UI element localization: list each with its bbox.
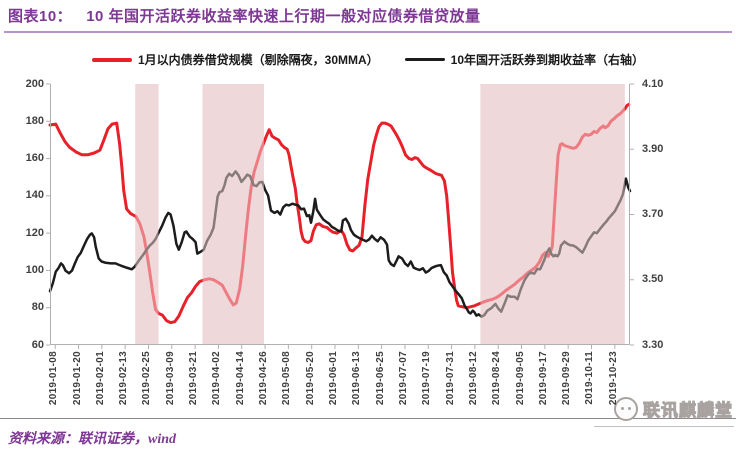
chart-plot-area [46,83,634,349]
y-axis-tick-label-left: 200 [25,77,44,90]
page-title: 图表10： 10 年国开活跃券收益率快速上行期一般对应债券借贷放量 [8,5,728,26]
footer-separator-line [0,418,736,419]
y-axis-tick-label-left: 180 [25,114,44,127]
y-axis-tick-label-right: 3.30 [642,338,664,351]
x-axis-tick-label: 2019-01-20 [71,351,83,406]
y-axis-tick-label-left: 100 [25,263,44,276]
title-underline [4,31,732,33]
chart-legend: 1月以内债券借贷规模（剔除隔夜，30MMA） 10年国开活跃券到期收益率（右轴） [0,51,736,68]
y-axis-tick-label-left: 80 [31,301,44,314]
legend-label: 10年国开活跃券到期收益率（右轴） [450,53,645,67]
x-axis-tick-label: 2019-10-23 [607,351,619,406]
x-axis-tick-label: 2019-03-09 [164,351,176,406]
x-axis-tick-label: 2019-08-24 [491,351,503,406]
legend-label: 1月以内债券借贷规模（剔除隔夜，30MMA） [137,53,379,67]
x-axis-tick-label: 2019-04-26 [258,351,270,406]
x-axis-tick-label: 2019-02-13 [118,351,130,406]
x-axis-tick-label: 2019-05-20 [304,351,316,406]
x-axis-tick-label: 2019-07-07 [397,351,409,406]
watermark-underline [594,426,734,427]
x-axis-tick-label: 2019-09-29 [561,351,573,406]
figure-title-text: 10 年国开活跃券收益率快速上行期一般对应债券借贷放量 [86,8,481,25]
x-axis-tick-label: 2019-02-01 [94,351,106,406]
legend-swatch-black-line [404,58,445,61]
legend-item-yield: 10年国开活跃券到期收益率（右轴） [404,51,645,68]
qilin-mascot-icon [614,396,638,421]
watermark-text: 联讯麒麟堂 [643,401,733,421]
legend-swatch-red-line [91,57,132,62]
y-axis-tick-label-right: 3.90 [642,142,664,155]
figure-label: 图表10： [8,8,73,25]
x-axis-tick-label: 2019-08-12 [467,351,479,406]
x-axis-tick-label: 2019-09-17 [537,351,549,406]
x-axis-tick-label: 2019-04-14 [234,351,246,406]
y-axis-tick-label-right: 3.70 [642,208,664,220]
x-axis-tick-label: 2019-05-08 [281,351,293,406]
y-axis-tick-label-left: 120 [25,226,44,239]
x-axis-tick-label: 2019-07-31 [444,351,456,406]
x-axis-tick-label: 2019-02-25 [141,351,153,406]
x-axis-tick-label: 2019-03-21 [188,351,200,406]
x-axis-tick-label: 2019-06-13 [351,351,363,406]
source-note: 资料来源：联讯证券，wind [8,432,177,447]
watermark: 联讯麒麟堂 [614,396,733,421]
shaded-region-overlay [202,84,264,345]
shaded-region-overlay [480,84,625,345]
y-axis-tick-label-right: 3.50 [642,273,664,286]
x-axis-tick-label: 2019-06-01 [328,351,339,406]
x-axis-tick-label: 2019-04-02 [211,351,223,406]
y-axis-tick-label-left: 160 [25,152,44,165]
shaded-region-overlay [135,84,159,345]
legend-item-borrowing: 1月以内债券借贷规模（剔除隔夜，30MMA） [91,51,379,68]
x-axis-tick-label: 2019-07-19 [421,351,433,406]
x-axis-tick-label: 2019-09-05 [514,351,526,406]
x-axis-tick-label: 2019-10-11 [584,351,596,405]
x-axis-tick-label: 2019-06-25 [374,351,386,406]
x-axis-tick-label: 2019-01-08 [48,351,60,406]
y-axis-tick-label-right: 4.10 [642,77,664,90]
y-axis-tick-label-left: 60 [31,338,44,351]
y-axis-tick-label-left: 140 [25,189,44,202]
